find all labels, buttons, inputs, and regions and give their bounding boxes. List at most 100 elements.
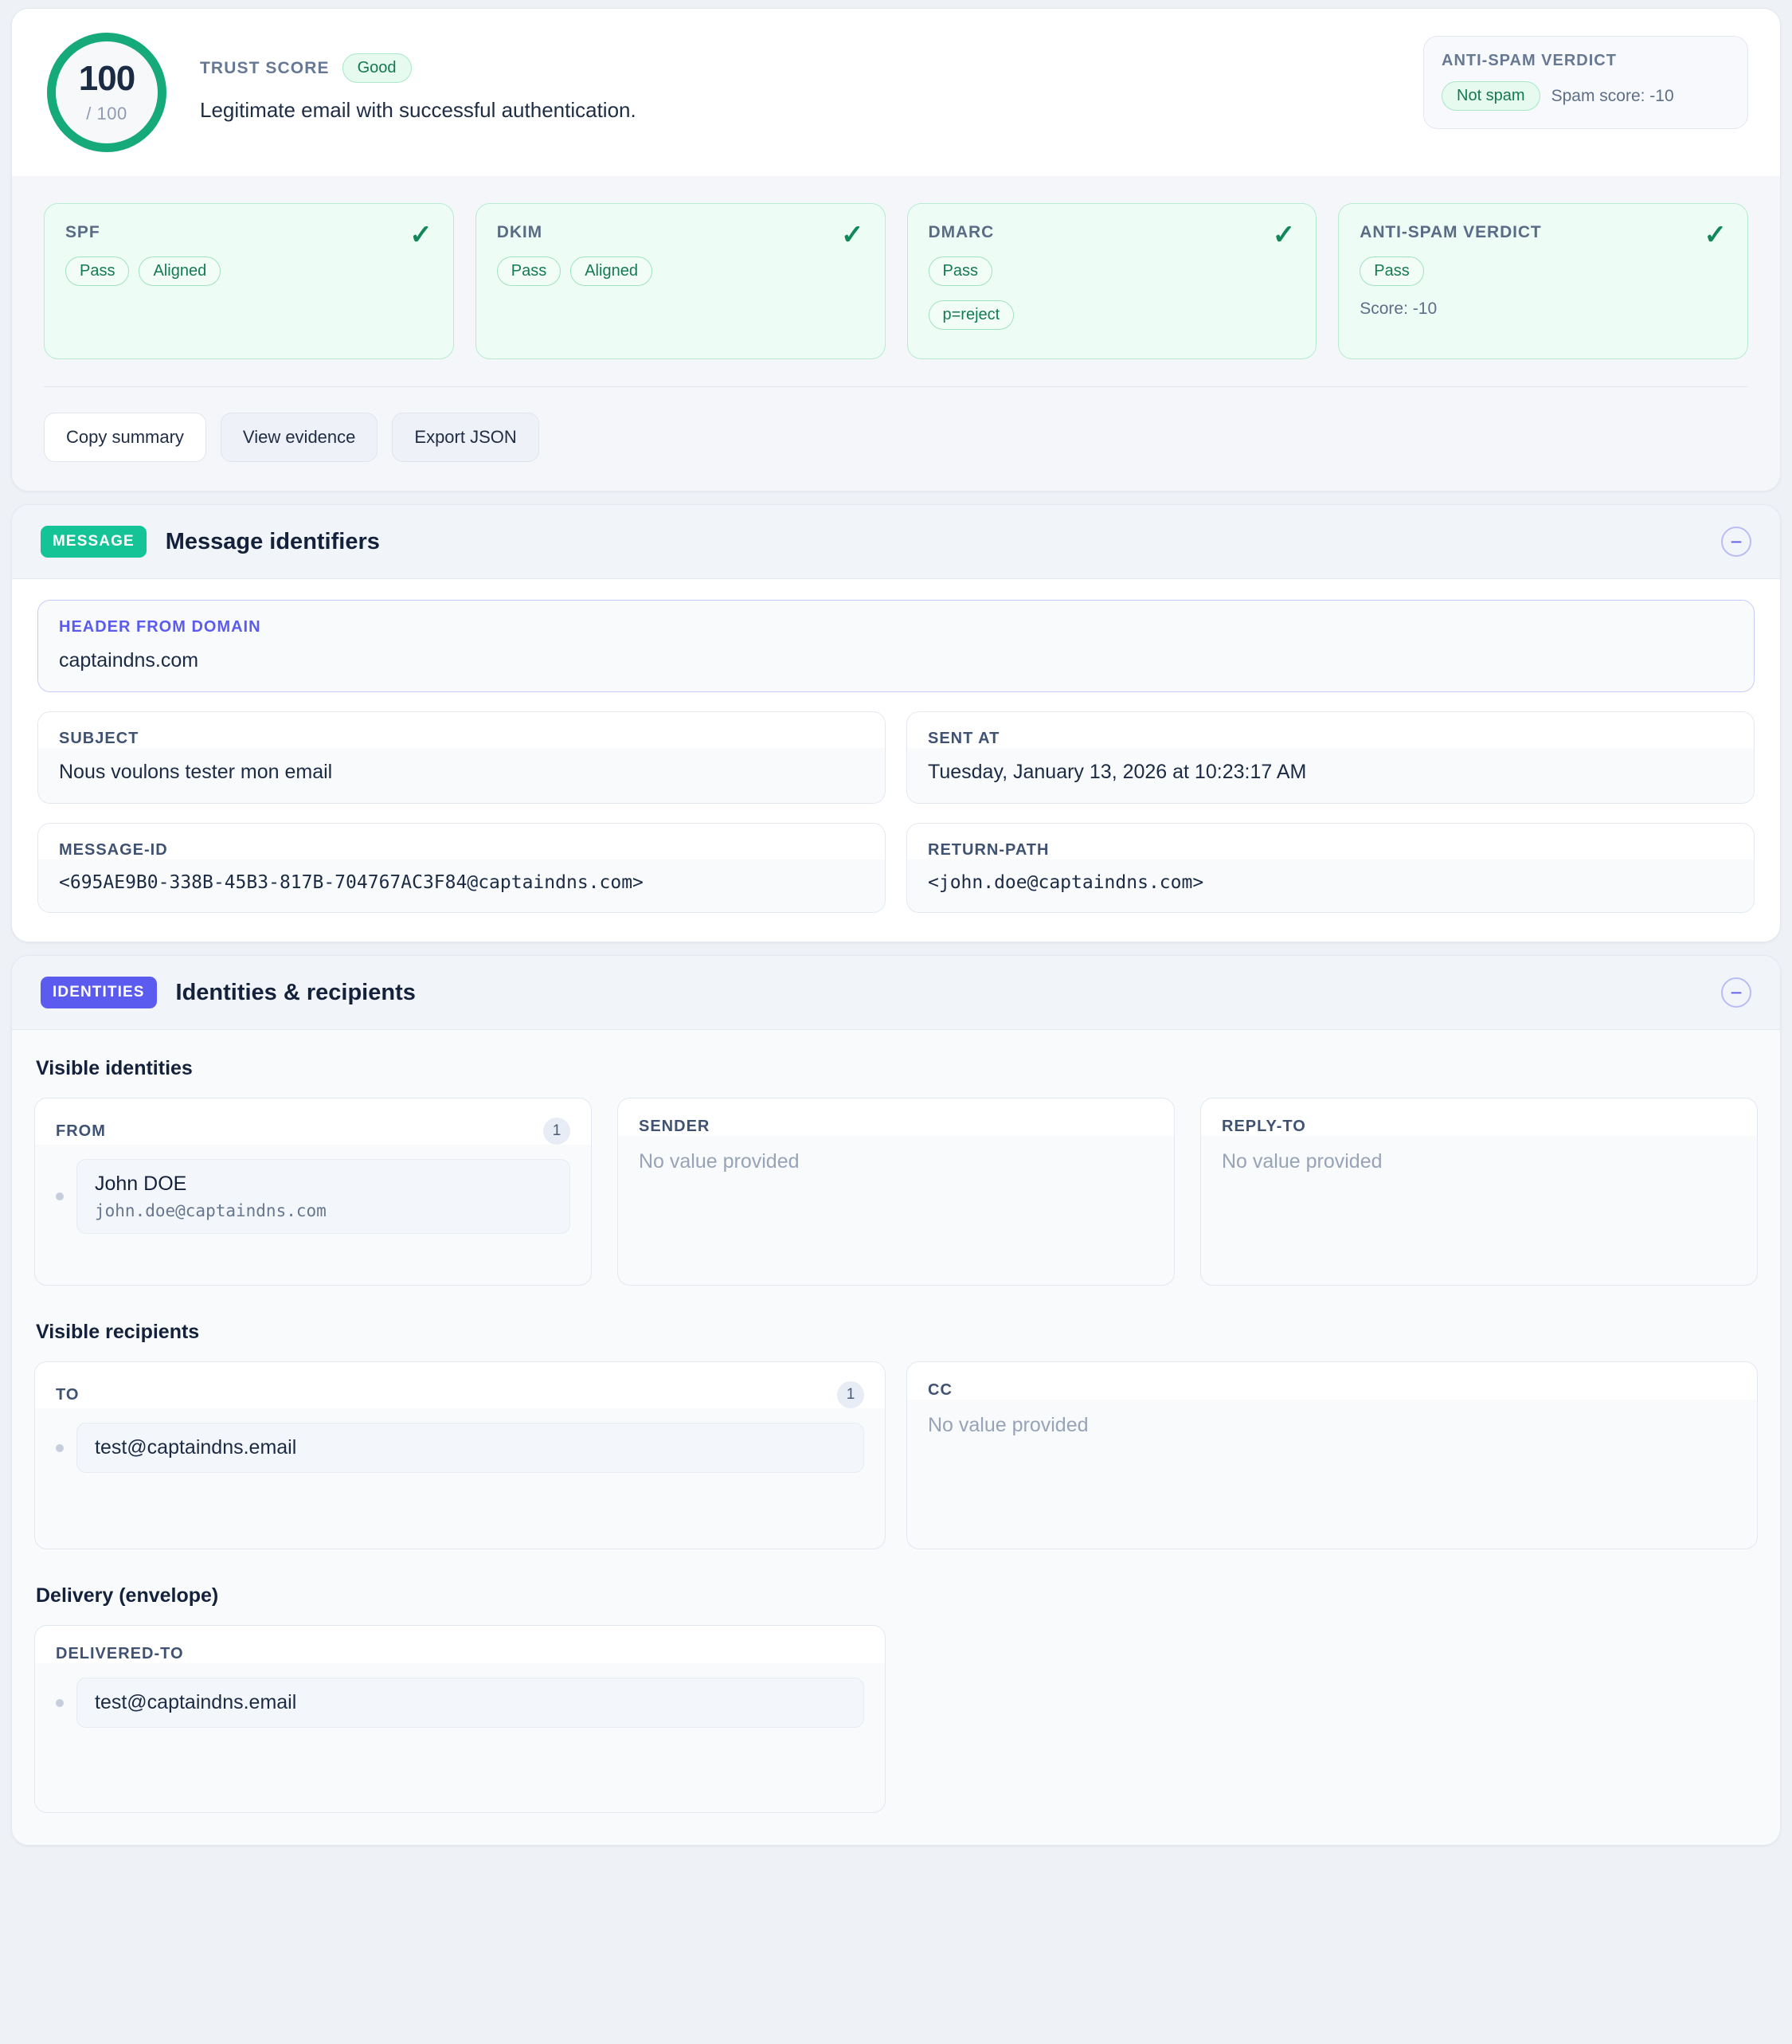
delivery-envelope-title: Delivery (envelope) [36, 1584, 219, 1607]
message-section-header[interactable]: MESSAGE Message identifiers − [12, 505, 1780, 579]
auth-tag: Aligned [139, 256, 221, 286]
bullet-icon [56, 1443, 64, 1452]
from-entry: John DOE john.doe@captaindns.com [76, 1159, 570, 1234]
auth-card-anti-spam: ANTI-SPAM VERDICT ✓ Pass Score: -10 [1338, 203, 1748, 359]
field-label: SUBJECT [38, 712, 885, 748]
verdict-header: 100 / 100 TRUST SCORE Good Legitimate em… [12, 9, 1780, 176]
sender-empty-text: No value provided [639, 1150, 800, 1173]
from-email: john.doe@captaindns.com [95, 1201, 327, 1220]
from-card: FROM 1 John DOE john.doe@captaindns.com [34, 1098, 592, 1286]
copy-summary-button[interactable]: Copy summary [44, 413, 206, 462]
to-card-header: TO 1 [35, 1362, 885, 1408]
check-icon: ✓ [1272, 220, 1296, 250]
identities-section-body: Visible identities FROM 1 John DOE john.… [12, 1030, 1780, 1845]
delivery-grid: DELIVERED-TO test@captaindns.email [34, 1625, 1758, 1813]
anti-spam-verdict-title: ANTI-SPAM VERDICT [1442, 52, 1617, 69]
trust-score-max: / 100 [86, 103, 127, 123]
auth-card-tags-second: p=reject [928, 300, 1296, 330]
field-label: MESSAGE-ID [38, 824, 885, 859]
cc-empty-text: No value provided [928, 1414, 1089, 1436]
delivered-to-card-body: test@captaindns.email [35, 1663, 885, 1748]
identities-section-header[interactable]: IDENTITIES Identities & recipients − [12, 956, 1780, 1030]
header-from-domain-field: HEADER FROM DOMAIN captaindns.com [37, 600, 1755, 692]
cc-card: CC No value provided [906, 1361, 1758, 1549]
verdict-title-row: TRUST SCORE Good [200, 53, 1748, 83]
identities-recipients-panel: IDENTITIES Identities & recipients − Vis… [11, 955, 1781, 1846]
from-count-badge: 1 [543, 1118, 570, 1145]
auth-results-body: SPF ✓ Pass Aligned DKIM ✓ Pass Aligned D… [12, 176, 1780, 491]
auth-card-title: SPF [65, 223, 100, 241]
reply-to-card-header: REPLY-TO [1201, 1098, 1757, 1136]
action-button-row: Copy summary View evidence Export JSON [44, 413, 1748, 462]
auth-card-tags: Pass Aligned [65, 256, 432, 286]
identities-section-title: Identities & recipients [175, 979, 416, 1005]
reply-to-empty-text: No value provided [1222, 1150, 1383, 1173]
collapse-minus-icon[interactable]: − [1721, 977, 1751, 1008]
field-label: HEADER FROM DOMAIN [38, 601, 1754, 636]
from-card-body: John DOE john.doe@captaindns.com [35, 1145, 591, 1255]
from-display-name: John DOE [95, 1173, 187, 1195]
reply-to-card-body: No value provided [1201, 1136, 1757, 1194]
from-card-header: FROM 1 [35, 1098, 591, 1145]
trust-score-badge: Good [342, 53, 412, 83]
trust-score-ring: 100 / 100 [47, 33, 166, 152]
to-entry: test@captaindns.email [76, 1423, 864, 1473]
delivered-to-email: test@captaindns.email [95, 1691, 297, 1713]
auth-card-title: DMARC [928, 223, 995, 241]
return-path-field: RETURN-PATH <john.doe@captaindns.com> [906, 823, 1755, 913]
to-card: TO 1 test@captaindns.email [34, 1361, 886, 1549]
list-item: John DOE john.doe@captaindns.com [56, 1159, 570, 1234]
auth-card-title: DKIM [496, 223, 543, 241]
from-label: FROM [56, 1122, 106, 1140]
visible-identities-grid: FROM 1 John DOE john.doe@captaindns.com [34, 1098, 1758, 1286]
messageid-returnpath-row: MESSAGE-ID <695AE9B0-338B-45B3-817B-7047… [37, 823, 1755, 913]
message-chip: MESSAGE [41, 526, 147, 558]
message-section-title: Message identifiers [165, 528, 380, 554]
not-spam-badge: Not spam [1442, 81, 1540, 111]
field-label: RETURN-PATH [907, 824, 1754, 859]
auth-tag: Aligned [570, 256, 652, 286]
reply-to-card: REPLY-TO No value provided [1200, 1098, 1758, 1286]
sender-card-body: No value provided [618, 1136, 1174, 1194]
bullet-icon [56, 1698, 64, 1707]
to-label: TO [56, 1385, 80, 1404]
bullet-icon [56, 1192, 64, 1200]
subject-field: SUBJECT Nous voulons tester mon email [37, 711, 886, 804]
collapse-minus-icon[interactable]: − [1721, 527, 1751, 557]
field-label: SENT AT [907, 712, 1754, 748]
auth-tag: Pass [65, 256, 130, 286]
check-icon: ✓ [841, 220, 864, 250]
auth-card-dmarc: DMARC ✓ Pass p=reject [906, 203, 1317, 359]
view-evidence-button[interactable]: View evidence [220, 413, 378, 462]
reply-to-label: REPLY-TO [1222, 1118, 1306, 1135]
delivered-to-card-header: DELIVERED-TO [35, 1626, 885, 1663]
message-section-body: HEADER FROM DOMAIN captaindns.com SUBJEC… [12, 579, 1780, 942]
auth-card-tags: Pass Aligned [496, 256, 864, 286]
subject-sentat-row: SUBJECT Nous voulons tester mon email SE… [37, 711, 1755, 804]
auth-tag: Pass [496, 256, 561, 286]
visible-identities-title: Visible identities [36, 1057, 193, 1079]
auth-card-grid: SPF ✓ Pass Aligned DKIM ✓ Pass Aligned D… [44, 203, 1748, 359]
message-identifiers-panel: MESSAGE Message identifiers − HEADER FRO… [11, 504, 1781, 942]
trust-score-value: 100 [78, 58, 135, 98]
export-json-button[interactable]: Export JSON [392, 413, 539, 462]
anti-spam-verdict-row: Not spam Spam score: -10 [1442, 81, 1730, 111]
cc-label: CC [928, 1381, 953, 1399]
verdict-panel: 100 / 100 TRUST SCORE Good Legitimate em… [11, 8, 1781, 491]
list-item: test@captaindns.email [56, 1423, 864, 1473]
field-value: captaindns.com [38, 636, 1754, 691]
visible-recipients-grid: TO 1 test@captaindns.email CC [34, 1361, 1758, 1549]
auth-tag: p=reject [928, 300, 1015, 330]
auth-card-tags: Pass [928, 256, 1296, 286]
spam-score-text: Spam score: -10 [1551, 86, 1674, 105]
auth-card-spf: SPF ✓ Pass Aligned [44, 203, 454, 359]
delivery-spacer [906, 1625, 1758, 1813]
sent-at-field: SENT AT Tuesday, January 13, 2026 at 10:… [906, 711, 1755, 804]
cc-card-body: No value provided [907, 1400, 1757, 1458]
to-card-body: test@captaindns.email [35, 1408, 885, 1494]
message-id-field: MESSAGE-ID <695AE9B0-338B-45B3-817B-7047… [37, 823, 886, 913]
field-value: <695AE9B0-338B-45B3-817B-704767AC3F84@ca… [38, 859, 885, 912]
auth-card-score: Score: -10 [1360, 300, 1438, 318]
list-item: test@captaindns.email [56, 1678, 864, 1728]
verdict-summary: TRUST SCORE Good Legitimate email with s… [200, 36, 1748, 123]
